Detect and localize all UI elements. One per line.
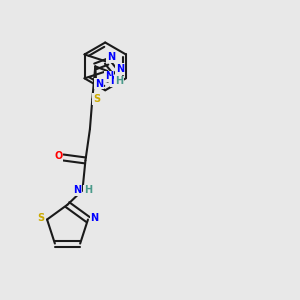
Text: O: O <box>54 151 63 161</box>
Text: H: H <box>84 185 92 195</box>
Text: N: N <box>105 71 113 81</box>
Text: S: S <box>93 94 100 104</box>
Text: N: N <box>116 64 124 74</box>
Text: N: N <box>91 213 99 223</box>
Text: N: N <box>95 79 103 88</box>
Text: N: N <box>110 76 118 86</box>
Text: H: H <box>115 76 123 86</box>
Text: S: S <box>37 213 44 223</box>
Text: N: N <box>107 52 115 62</box>
Text: N: N <box>73 185 81 195</box>
